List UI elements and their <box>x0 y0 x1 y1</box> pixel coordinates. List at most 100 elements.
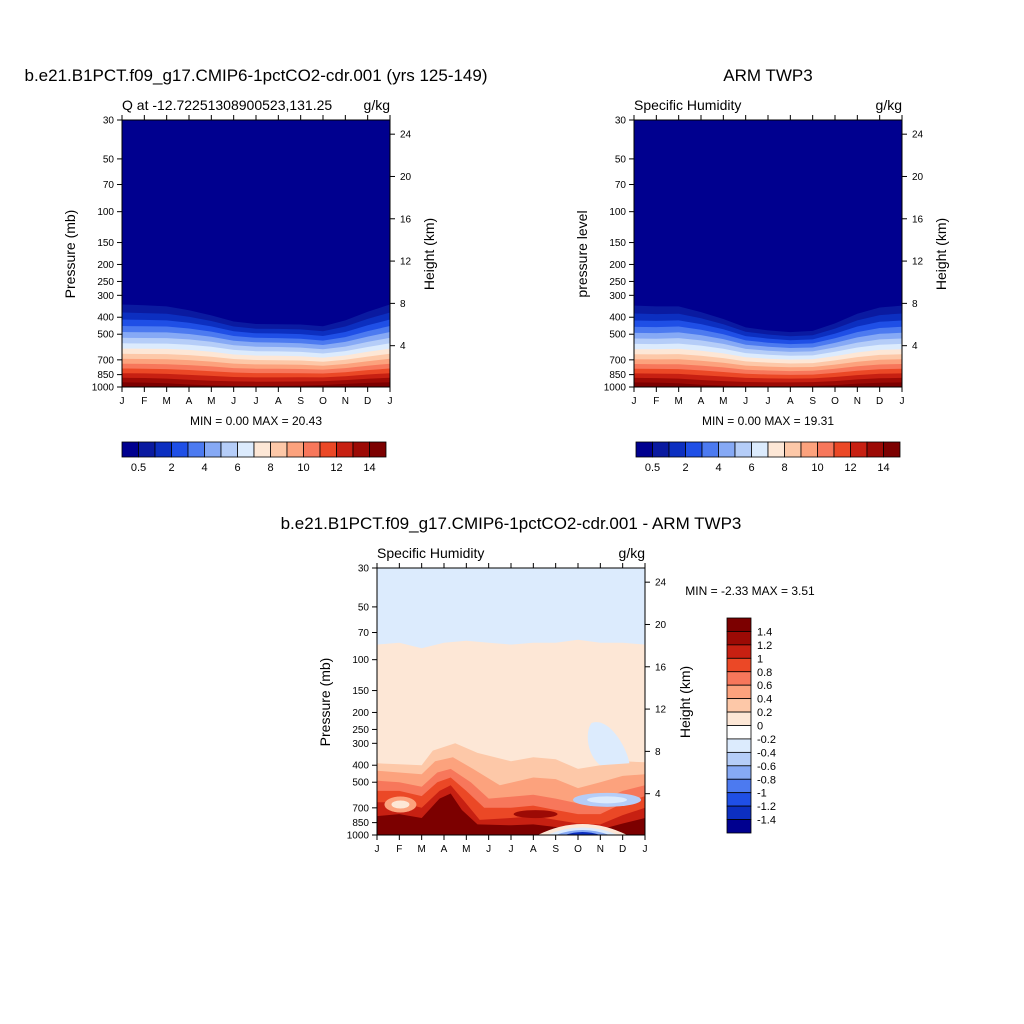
panel1-ytick-label: 100 <box>97 207 114 218</box>
panel1-colorbar-label: 2 <box>168 462 174 474</box>
panel3-colorbar-label: -0.2 <box>757 734 776 746</box>
panel3-xtick-label: A <box>530 844 537 855</box>
panel2-ytick-label: 400 <box>609 313 626 324</box>
panel2-xtick-label: N <box>854 396 861 407</box>
panel1-colorbar-swatch <box>204 441 222 458</box>
panel3-colorbar-swatch <box>726 671 752 686</box>
panel1-ytick-label: 500 <box>97 330 114 341</box>
panel1-ytick-label: 850 <box>97 370 114 381</box>
panel2-height-tick-label: 20 <box>912 172 924 183</box>
panel2-xtick-label: D <box>876 396 883 407</box>
panel2-ytick-label: 100 <box>609 207 626 218</box>
panel2-minmax: MIN = 0.00 MAX = 19.31 <box>702 414 834 428</box>
panel3-plot: J F M A M J J A S O N D J 30 50 70 100 150 200 250 300 400 500… <box>347 563 667 855</box>
panel3-colorbar-swatch <box>726 778 752 794</box>
panel1-colorbar-swatch <box>286 441 304 458</box>
panel3-colorbar-label: 1.4 <box>757 626 772 638</box>
panel1-ytick-label: 250 <box>97 277 114 288</box>
panel3-xtick-label: S <box>552 844 559 855</box>
panel1-colorbar-label: 4 <box>201 462 207 474</box>
panel1-units: g/kg <box>364 97 390 113</box>
panel2-colorbar-swatch <box>833 441 851 458</box>
panel3-colorbar-swatch <box>726 684 752 700</box>
panel3-colorbar-swatch <box>726 792 752 807</box>
panel2-xtick-label: M <box>719 396 727 407</box>
panel3-colorbar-swatch <box>726 725 752 740</box>
panel3-colorbar-label: 0 <box>757 721 763 733</box>
panel1-height-tick-label: 24 <box>400 130 412 141</box>
panel2-ylabel: pressure level <box>574 210 590 297</box>
panel2-colorbar-swatch <box>718 441 736 458</box>
panel1-colorbar-swatch <box>303 441 321 458</box>
panel1-height-tick-label: 8 <box>400 299 406 310</box>
panel1-colorbar-label: 6 <box>234 462 240 474</box>
panel2-colorbar-swatch <box>635 441 653 458</box>
panel3-band-14 <box>377 793 645 835</box>
panel2-colorbar-label: 2 <box>682 462 688 474</box>
panel2-xtick-label: J <box>743 396 748 407</box>
panel1-xtick-label: F <box>141 396 147 407</box>
panel3-xtick-label: J <box>643 844 648 855</box>
panel2-colorbar-swatch <box>850 441 868 458</box>
panel3-colorbar-label: -0.4 <box>757 747 776 759</box>
panel3-xtick-label: J <box>486 844 491 855</box>
panel2-ytick-label: 1000 <box>604 383 627 394</box>
panel3-ytick-label: 850 <box>352 818 369 829</box>
panel2-ytick-label: 700 <box>609 355 626 366</box>
panel2-xtick-label: A <box>787 396 794 407</box>
panel2-xtick-label: J <box>632 396 637 407</box>
panel1-xtick-label: J <box>231 396 236 407</box>
panel2-ytick-label: 200 <box>609 260 626 271</box>
panel2-ytick-label: 150 <box>609 238 626 249</box>
panel1-xtick-label: J <box>120 396 125 407</box>
panel3-colorbar-swatch <box>726 819 752 834</box>
panel2-colorbar-label: 10 <box>811 462 823 474</box>
panel3-colorbar-label: -1.4 <box>757 815 776 827</box>
panel1-colorbar-swatch <box>319 441 337 458</box>
panel3-colorbar-swatch <box>726 805 752 820</box>
panel3-ytick-label: 150 <box>352 686 369 697</box>
panel3-xtick-label: A <box>441 844 448 855</box>
panel2-colorbar-label: 8 <box>781 462 787 474</box>
panel1-colorbar-label: 14 <box>363 462 375 474</box>
panel2-xtick-label: F <box>653 396 659 407</box>
panel3-colorbar-swatch <box>726 698 752 713</box>
panel3-colorbar-swatch <box>726 711 752 726</box>
panel1-height-tick-label: 20 <box>400 172 412 183</box>
panel2-colorbar: 0.5 2 4 6 8 10 12 14 <box>635 441 901 474</box>
panel1-subtitle-left: Q at -12.72251308900523,131.25 <box>122 97 332 113</box>
panel3-surface-neg-4 <box>564 832 601 835</box>
panel1-ytick-label: 200 <box>97 260 114 271</box>
panel1-xtick-label: A <box>186 396 193 407</box>
panel2-subtitle-left: Specific Humidity <box>634 97 741 113</box>
panel1-height-tick-label: 12 <box>400 257 412 268</box>
panel2-xtick-label: S <box>809 396 816 407</box>
panel2-colorbar-swatch <box>817 441 835 458</box>
panel3-height-tick-label: 12 <box>655 705 667 716</box>
panel3-ytick-label: 200 <box>352 708 369 719</box>
panel2-colorbar-swatch <box>866 441 884 458</box>
panel3-colorbar-swatch <box>726 631 752 646</box>
panel1-contours <box>122 120 390 387</box>
panel2-colorbar-swatch <box>751 441 769 458</box>
panel3-ytick-label: 1000 <box>347 831 370 842</box>
panel1-ylabel: Pressure (mb) <box>62 210 78 299</box>
panel1-colorbar-swatch <box>270 441 288 458</box>
panel1-xtick-label: J <box>388 396 393 407</box>
panel3-ytick-label: 300 <box>352 739 369 750</box>
panel2-colorbar-swatch <box>767 441 785 458</box>
panel1-ylabel-right: Height (km) <box>421 218 437 290</box>
panel1-colorbar-swatch <box>154 441 172 458</box>
panel1-xtick-label: M <box>207 396 215 407</box>
panel2-colorbar-swatch <box>701 441 719 458</box>
panel1-ytick-label: 700 <box>97 355 114 366</box>
panel3-height-tick-label: 8 <box>655 747 661 758</box>
panel1-colorbar-swatch <box>336 441 354 458</box>
panel3-ytick-label: 70 <box>358 628 370 639</box>
panel2-ytick-label: 70 <box>615 180 627 191</box>
panel2-height-tick-label: 16 <box>912 214 924 225</box>
panel2-colorbar-label: 4 <box>715 462 721 474</box>
panel3-colorbar-label: -1.2 <box>757 801 776 813</box>
panel2-ytick-label: 250 <box>609 277 626 288</box>
panel1-xtick-label: O <box>319 396 327 407</box>
